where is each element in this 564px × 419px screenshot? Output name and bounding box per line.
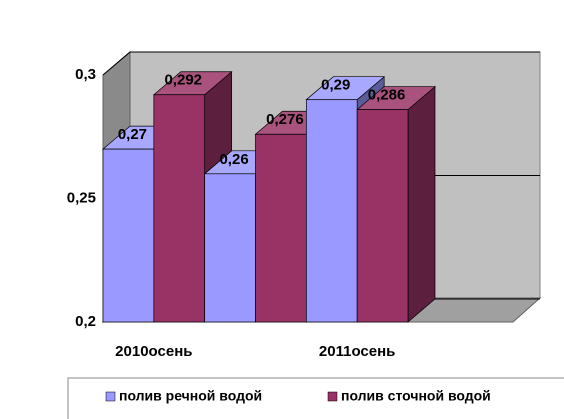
value-label: 0,27 — [118, 126, 147, 143]
y-tick-label: 0,2 — [75, 313, 96, 330]
value-label: 0,29 — [321, 77, 350, 94]
legend-label: полив сточной водой — [341, 388, 491, 404]
bar — [153, 94, 206, 323]
bar — [102, 148, 155, 323]
legend-swatch — [105, 391, 116, 402]
bar — [255, 133, 307, 323]
legend-swatch — [327, 391, 338, 402]
y-tick-label: 0,25 — [67, 189, 96, 206]
x-tick-label: 2011осень — [319, 343, 395, 360]
legend-label: полив речной водой — [119, 388, 262, 404]
value-label: 0,276 — [266, 111, 304, 128]
bar-side — [407, 85, 436, 323]
x-tick-label: 2010осень — [115, 343, 192, 360]
bar — [204, 173, 256, 323]
grid-line — [102, 51, 540, 76]
legend — [67, 377, 564, 419]
value-label: 0,26 — [219, 151, 248, 168]
value-label: 0,292 — [164, 72, 202, 89]
value-label: 0,286 — [368, 87, 406, 104]
bar — [356, 109, 409, 323]
bar — [305, 99, 358, 323]
y-tick-label: 0,3 — [75, 66, 96, 83]
